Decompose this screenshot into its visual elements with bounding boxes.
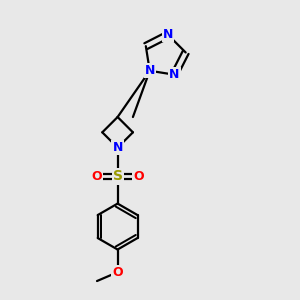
Text: N: N [169,68,179,81]
Text: O: O [134,170,144,183]
Text: N: N [145,64,155,77]
Text: N: N [112,141,123,154]
Text: O: O [112,266,123,279]
Text: S: S [112,169,123,184]
Text: O: O [91,170,102,183]
Text: N: N [163,28,173,41]
